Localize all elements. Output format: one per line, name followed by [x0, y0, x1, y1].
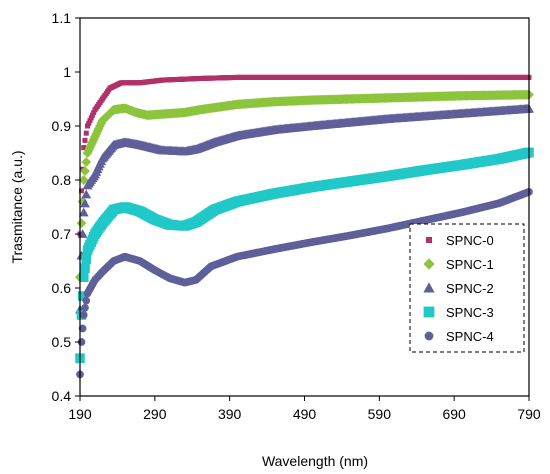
legend-marker — [423, 258, 435, 270]
x-tick-label: 790 — [517, 406, 541, 422]
data-point — [87, 118, 93, 124]
data-point — [91, 110, 97, 115]
legend: SPNC-0 SPNC-1 SPNC-2 SPNC-3 SPNC-4 — [409, 223, 525, 353]
data-point — [82, 137, 88, 143]
series-spnc-4 — [76, 188, 533, 379]
data-point — [81, 145, 87, 151]
y-tick-label: 0.7 — [52, 226, 72, 242]
data-point — [80, 166, 90, 176]
data-point — [83, 130, 89, 136]
legend-marker — [426, 237, 432, 243]
legend-label: SPNC-1 — [446, 257, 494, 272]
series-layer — [75, 74, 534, 379]
x-tick-label: 290 — [143, 406, 167, 422]
data-point — [79, 311, 88, 319]
data-point — [81, 303, 89, 312]
x-axis-label: Wavelength (nm) — [262, 453, 368, 469]
y-axis-label: Trasmitance (a.u.) — [9, 150, 25, 263]
y-tick-label: 0.9 — [52, 118, 72, 134]
x-tick-label: 490 — [293, 406, 317, 422]
legend-marker — [423, 282, 435, 293]
y-tick-label: 1.1 — [52, 10, 72, 26]
data-point — [89, 112, 95, 118]
data-point — [81, 157, 92, 167]
data-point — [78, 207, 89, 217]
y-tick-label: 0.5 — [52, 334, 72, 350]
data-point — [78, 175, 89, 185]
legend-label: SPNC-4 — [446, 329, 494, 344]
legend-label: SPNC-3 — [446, 305, 494, 320]
y-tick-label: 1 — [63, 64, 71, 80]
x-tick-label: 190 — [68, 406, 92, 422]
x-tick-label: 590 — [368, 406, 392, 422]
series-spnc-0 — [77, 74, 532, 237]
data-point — [78, 324, 87, 333]
series-spnc-2 — [75, 103, 534, 314]
data-point — [80, 198, 90, 208]
x-axis-ticks: 190 290 390 490 590 690 790 — [68, 396, 541, 422]
series-spnc-3 — [75, 147, 534, 363]
x-tick-label: 690 — [442, 406, 466, 422]
legend-marker — [424, 331, 434, 341]
legend-label: SPNC-0 — [446, 233, 494, 248]
data-point — [81, 189, 92, 199]
data-point — [76, 218, 87, 229]
legend-marker — [423, 306, 435, 318]
data-point — [81, 254, 92, 264]
series-spnc-1 — [75, 89, 534, 283]
data-point — [84, 123, 90, 129]
data-point — [88, 115, 94, 121]
data-point — [82, 296, 91, 305]
y-tick-label: 0.6 — [52, 280, 72, 296]
data-point — [78, 188, 84, 194]
data-point — [86, 120, 92, 126]
y-tick-label: 0.4 — [52, 388, 72, 404]
data-point — [78, 272, 89, 282]
legend-label: SPNC-2 — [446, 281, 494, 296]
data-point — [77, 291, 88, 301]
y-tick-label: 0.8 — [52, 172, 72, 188]
y-axis-ticks: 0.4 0.5 0.6 0.7 0.8 0.9 1 1.1 — [52, 10, 80, 404]
data-point — [80, 263, 90, 273]
x-tick-label: 390 — [218, 406, 242, 422]
